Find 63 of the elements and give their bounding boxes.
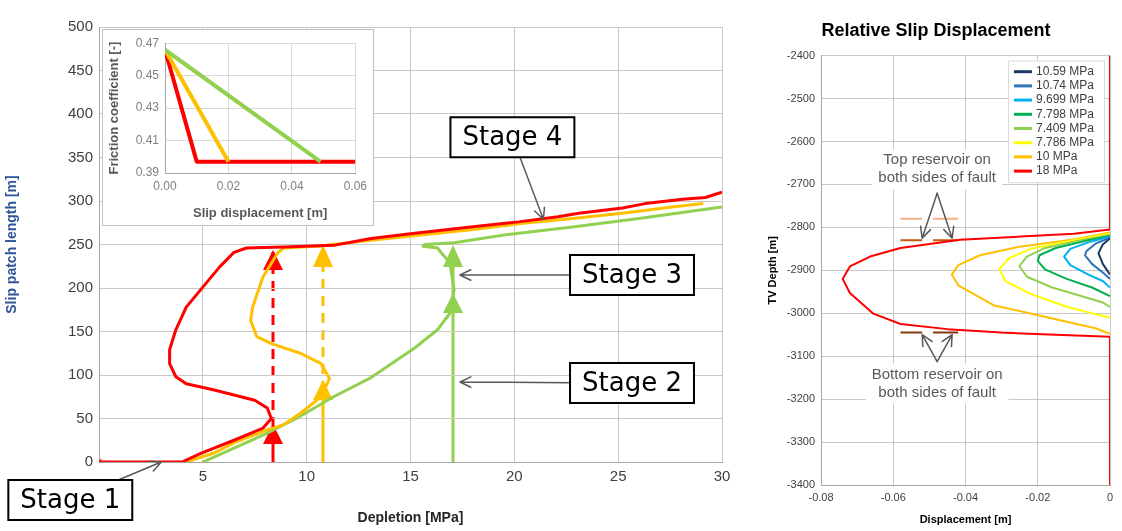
x-axis-title: Slip displacement [m] xyxy=(192,204,328,220)
x-tick-label: 30 xyxy=(713,467,731,485)
y-tick-label: -3400 xyxy=(786,478,815,491)
y-tick-label: 150 xyxy=(67,321,93,339)
y-tick-label: 500 xyxy=(67,17,93,35)
y-tick-label: 350 xyxy=(67,147,93,165)
legend-label: 7.798 MPa xyxy=(1035,106,1095,121)
annotation: Stage 2 xyxy=(582,366,682,397)
y-tick-label: 0.47 xyxy=(135,35,160,50)
y-tick-label: 50 xyxy=(76,408,93,426)
x-tick-label: 0.00 xyxy=(153,178,177,193)
x-tick-label: 5 xyxy=(198,467,208,485)
x-tick-label: -0.06 xyxy=(880,490,906,503)
y-tick-label: 400 xyxy=(67,104,93,122)
legend-label: 10 MPa xyxy=(1035,149,1078,164)
x-axis-title: Depletion [MPa] xyxy=(357,509,464,526)
y-tick-label: 450 xyxy=(67,60,93,78)
y-axis-title: TV Depth [m] xyxy=(765,235,778,305)
y-axis-title: Slip patch length [m] xyxy=(3,175,20,314)
annotation: Bottom reservoir on both sides of fault xyxy=(871,364,1003,400)
y-tick-label: 0 xyxy=(84,452,93,470)
chart-title: Relative Slip Displacement xyxy=(821,19,1051,40)
x-tick-label: -0.04 xyxy=(952,490,979,503)
x-tick-label: 20 xyxy=(505,467,523,485)
x-tick-label: 0 xyxy=(1106,490,1114,503)
y-tick-label: 250 xyxy=(67,234,93,252)
y-tick-label: 0.43 xyxy=(135,100,160,115)
legend-label: 7.409 MPa xyxy=(1035,120,1095,135)
legend-label: 18 MPa xyxy=(1035,163,1078,178)
y-tick-label: -3200 xyxy=(786,392,815,405)
y-tick-label: -2900 xyxy=(786,263,815,276)
y-axis-title: Friction coefficient [-] xyxy=(106,41,122,175)
annotation: Top reservoir on both sides of fault xyxy=(878,150,997,186)
y-tick-label: -2400 xyxy=(786,48,815,61)
y-tick-label: -3100 xyxy=(786,349,815,362)
y-tick-label: -2800 xyxy=(786,220,815,233)
y-tick-label: -2700 xyxy=(786,177,815,190)
legend-label: 7.786 MPa xyxy=(1035,135,1095,150)
y-tick-label: 100 xyxy=(67,365,93,383)
y-tick-label: -3000 xyxy=(786,306,815,319)
x-tick-label: 0.04 xyxy=(280,178,304,193)
x-tick-label: 25 xyxy=(609,467,627,485)
y-tick-label: 0.45 xyxy=(135,67,160,82)
y-tick-label: 0.39 xyxy=(135,165,160,180)
legend-label: 10.59 MPa xyxy=(1035,64,1095,79)
annotation: Stage 1 xyxy=(20,483,121,514)
annotation: Stage 4 xyxy=(462,121,563,152)
y-tick-label: -2600 xyxy=(786,134,815,147)
legend-label: 9.699 MPa xyxy=(1035,92,1095,107)
x-tick-label: -0.08 xyxy=(808,490,834,503)
x-tick-label: 0.06 xyxy=(343,178,368,193)
x-axis-title: Displacement [m] xyxy=(919,513,1012,526)
x-tick-label: 10 xyxy=(298,467,316,485)
x-tick-label: 15 xyxy=(402,467,419,485)
annotation: Stage 3 xyxy=(582,258,682,289)
x-tick-label: 0.02 xyxy=(216,178,241,193)
legend-label: 10.74 MPa xyxy=(1035,78,1095,93)
x-tick-label: -0.02 xyxy=(1025,490,1051,503)
y-tick-label: 300 xyxy=(67,191,93,209)
y-tick-label: 0.41 xyxy=(135,132,160,147)
y-tick-label: 200 xyxy=(67,278,93,296)
y-tick-label: -2500 xyxy=(786,91,815,104)
y-tick-label: -3300 xyxy=(786,435,815,448)
